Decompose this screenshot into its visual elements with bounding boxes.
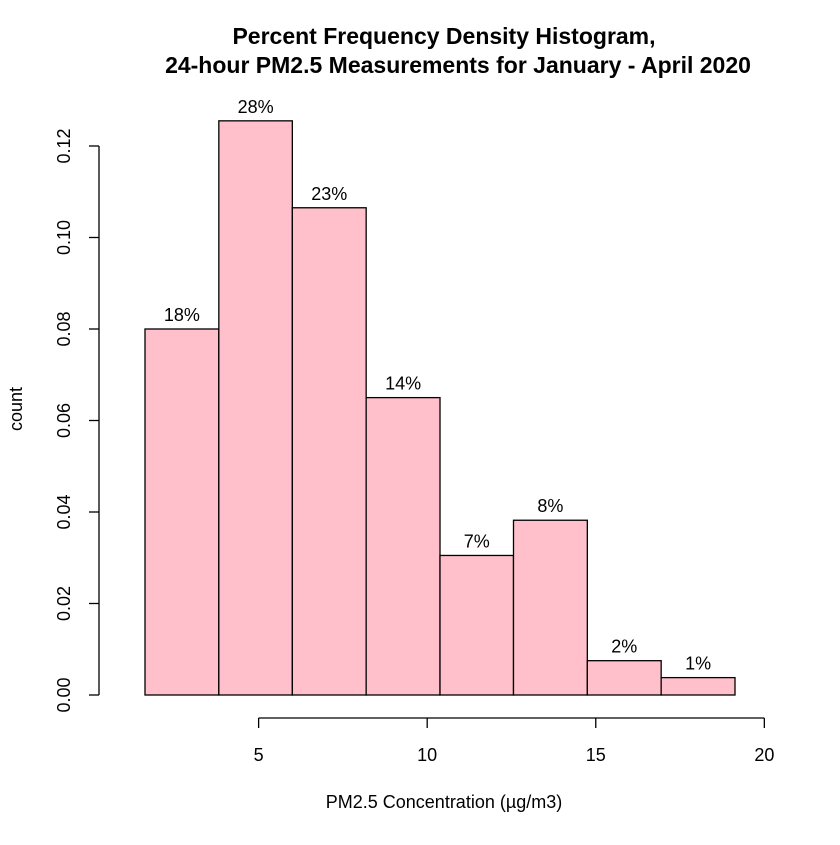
histogram-bar bbox=[144, 328, 220, 696]
x-tick-label: 10 bbox=[417, 745, 437, 765]
histogram-bar bbox=[365, 396, 441, 696]
y-tick-label: 0.08 bbox=[54, 311, 74, 346]
y-tick-label: 0.04 bbox=[54, 494, 74, 529]
bar-percent-label: 8% bbox=[537, 496, 563, 516]
y-tick-label: 0.10 bbox=[54, 220, 74, 255]
chart-title-line1: Percent Frequency Density Histogram, bbox=[232, 23, 655, 49]
bars-group bbox=[144, 120, 736, 696]
x-axis-label: PM2.5 Concentration (µg/m3) bbox=[326, 792, 562, 812]
bar-percent-label: 18% bbox=[164, 305, 200, 325]
x-tick-label: 15 bbox=[586, 745, 606, 765]
histogram-bar bbox=[439, 554, 515, 696]
chart-title-line2: 24-hour PM2.5 Measurements for January -… bbox=[165, 52, 751, 78]
bar-labels-group: 18% 28% 23% 14% 7% 8% 2% 1% bbox=[164, 97, 711, 674]
histogram-bar bbox=[586, 660, 662, 696]
histogram-bar bbox=[660, 676, 736, 696]
bar-percent-label: 23% bbox=[311, 184, 347, 204]
bar-percent-label: 1% bbox=[685, 654, 711, 674]
y-tick-label: 0.12 bbox=[54, 128, 74, 163]
bar-percent-label: 2% bbox=[611, 637, 637, 657]
x-tick-label: 5 bbox=[254, 745, 264, 765]
histogram-bar bbox=[218, 120, 293, 696]
histogram-bar bbox=[291, 207, 367, 696]
y-tick-label: 0.00 bbox=[54, 677, 74, 712]
y-axis-label: count bbox=[6, 387, 26, 431]
bar-percent-label: 7% bbox=[464, 531, 490, 551]
y-tick-label: 0.02 bbox=[54, 586, 74, 621]
histogram-bar bbox=[512, 519, 588, 696]
x-tick-label: 20 bbox=[754, 745, 774, 765]
y-axis: 0.00 0.02 0.04 0.06 0.08 0.10 0.12 bbox=[54, 128, 100, 713]
y-tick-label: 0.06 bbox=[54, 403, 74, 438]
bar-percent-label: 28% bbox=[238, 97, 274, 117]
x-axis: 5 10 15 20 bbox=[254, 717, 774, 765]
bar-percent-label: 14% bbox=[385, 374, 421, 394]
